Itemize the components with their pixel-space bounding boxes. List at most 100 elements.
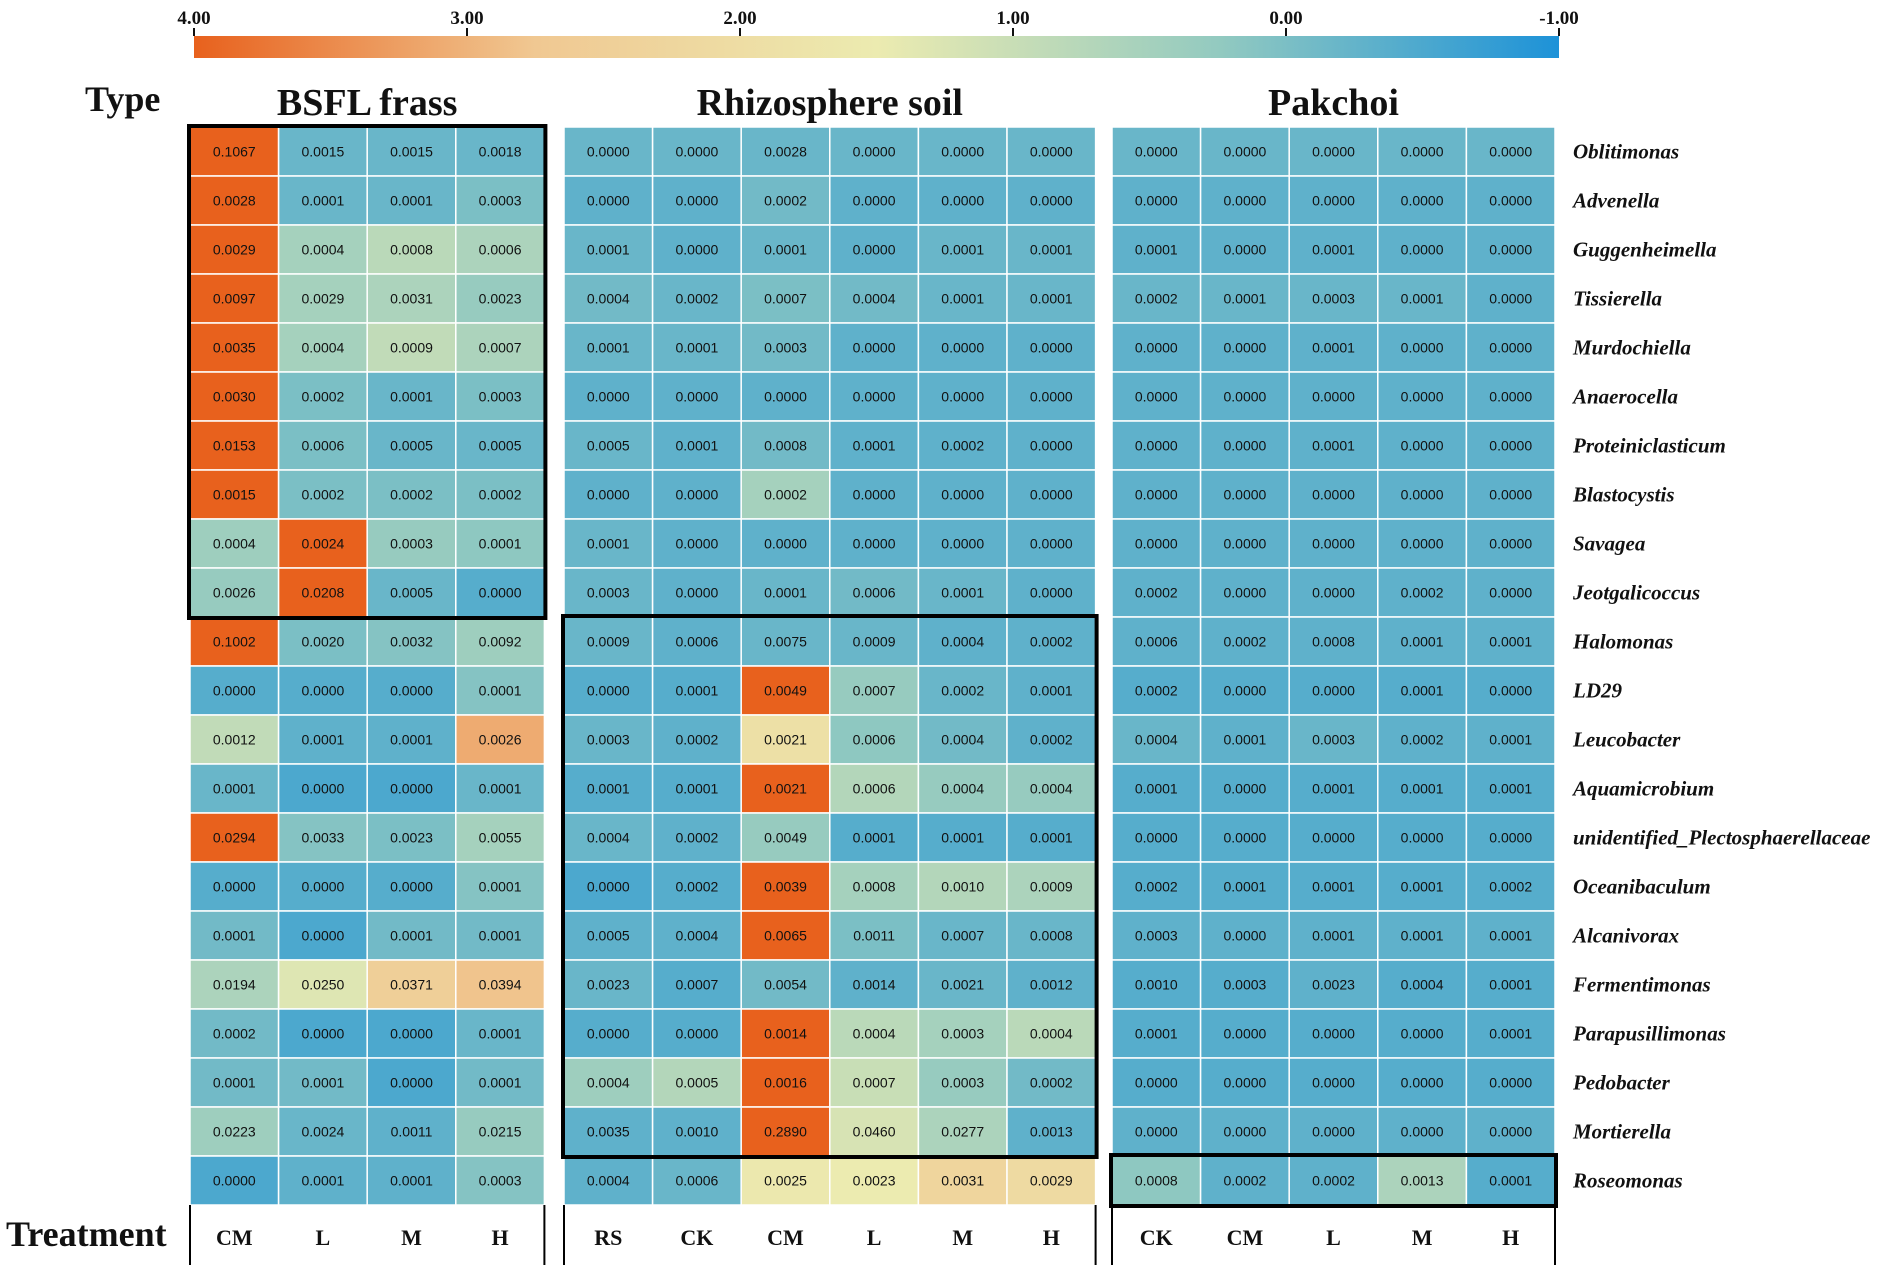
cell-value: 0.0006 (301, 438, 344, 454)
cell-value: 0.0033 (301, 830, 344, 846)
heatmap-cell (277, 224, 368, 275)
heatmap-cell (1288, 273, 1379, 324)
cell-value: 0.0002 (479, 487, 522, 503)
row-label: Oblitimonas (1573, 140, 1679, 164)
heatmap-cell (829, 175, 920, 226)
cell-value: 0.0000 (213, 1173, 256, 1189)
cell-value: 0.0001 (213, 928, 256, 944)
cell-value: 0.0001 (941, 242, 984, 258)
row-label: Fermentimonas (1572, 973, 1711, 997)
cell-value: 0.0001 (1223, 732, 1266, 748)
heatmap-cell (277, 861, 368, 912)
heatmap-cell (917, 322, 1008, 373)
cell-value: 0.0015 (213, 487, 256, 503)
colorbar-bar (194, 36, 1559, 58)
column-label: CM (216, 1225, 253, 1250)
heatmap-cell (1465, 1057, 1556, 1108)
cell-value: 0.0007 (853, 1075, 896, 1091)
cell-value: 0.0001 (587, 340, 630, 356)
cell-value: 0.0004 (941, 634, 984, 650)
cell-value: 0.0000 (853, 536, 896, 552)
cell-value: 0.0006 (853, 732, 896, 748)
cell-value: 0.0000 (764, 536, 807, 552)
row-label: Mortierella (1572, 1120, 1671, 1144)
heatmap-cell (829, 469, 920, 520)
heatmap-cell (1006, 665, 1097, 716)
heatmap-cell (1199, 959, 1290, 1010)
cell-value: 0.0000 (1223, 830, 1266, 846)
heatmap-cell (917, 959, 1008, 1010)
cell-value: 0.1002 (213, 634, 256, 650)
heatmap-cell (651, 371, 742, 422)
row-label: Tissierella (1573, 287, 1662, 311)
cell-value: 0.0001 (1401, 928, 1444, 944)
heatmap-cell (277, 812, 368, 863)
cell-value: 0.0000 (1223, 1075, 1266, 1091)
heatmap-cell (277, 322, 368, 373)
heatmap-cell (1288, 175, 1379, 226)
heatmap-cell (455, 1155, 546, 1206)
row-label: LD29 (1572, 679, 1622, 703)
cell-value: 0.0023 (1312, 977, 1355, 993)
cell-value: 0.0024 (301, 536, 344, 552)
heatmap-cell (1377, 861, 1468, 912)
heatmap-cell (277, 175, 368, 226)
cell-value: 0.0001 (764, 585, 807, 601)
row-label: unidentified_Plectosphaerellaceae (1573, 826, 1870, 850)
heatmap-cell (277, 273, 368, 324)
heatmap-cell (455, 518, 546, 569)
row-label: Aquamicrobium (1571, 777, 1714, 801)
cell-value: 0.0215 (479, 1124, 522, 1140)
cell-value: 0.0000 (1489, 340, 1532, 356)
cell-value: 0.0008 (1135, 1173, 1178, 1189)
heatmap-cell (366, 763, 457, 814)
cell-value: 0.0000 (1030, 340, 1073, 356)
cell-value: 0.0001 (853, 830, 896, 846)
cell-value: 0.0000 (390, 781, 433, 797)
cell-value: 0.0007 (853, 683, 896, 699)
heatmap-cell (1111, 469, 1202, 520)
cell-value: 0.0000 (1135, 389, 1178, 405)
cell-value: 0.0006 (853, 781, 896, 797)
cell-value: 0.0000 (853, 242, 896, 258)
heatmap-cell (1006, 714, 1097, 765)
heatmap-cell (917, 518, 1008, 569)
cell-value: 0.0001 (390, 389, 433, 405)
heatmap-cell (1465, 322, 1556, 373)
cell-value: 0.0153 (213, 438, 256, 454)
cell-value: 0.0001 (1223, 291, 1266, 307)
cell-value: 0.0001 (1312, 242, 1355, 258)
cell-value: 0.0001 (1489, 1173, 1532, 1189)
heatmap-cell (829, 273, 920, 324)
cell-value: 0.0000 (1401, 389, 1444, 405)
heatmap-cell (1465, 861, 1556, 912)
cell-value: 0.0002 (1135, 683, 1178, 699)
row-label: Murdochiella (1572, 336, 1691, 360)
cell-value: 0.0014 (853, 977, 896, 993)
heatmap-cell (1111, 910, 1202, 961)
cell-value: 0.0000 (1030, 438, 1073, 454)
heatmap-cell (189, 322, 280, 373)
heatmap-cell (1199, 616, 1290, 667)
cell-value: 0.0000 (1223, 585, 1266, 601)
cell-value: 0.0000 (1401, 144, 1444, 160)
panel: Pakchoi 0.0000 0.0000 0.0000 0.0000 0.0000 0.0… (1109, 82, 1558, 1265)
cell-value: 0.0008 (390, 242, 433, 258)
cell-value: 0.0001 (1030, 242, 1073, 258)
heatmap-cell (366, 371, 457, 422)
row-label: Blastocystis (1572, 483, 1675, 507)
heatmap-cell (829, 714, 920, 765)
cell-value: 0.0028 (213, 193, 256, 209)
cell-value: 0.1067 (213, 144, 256, 160)
cell-value: 0.0004 (587, 291, 630, 307)
heatmap-cell (1111, 371, 1202, 422)
cell-value: 0.0001 (1312, 879, 1355, 895)
cell-value: 0.0194 (213, 977, 256, 993)
cell-value: 0.0021 (764, 732, 807, 748)
cell-value: 0.0021 (941, 977, 984, 993)
cell-value: 0.0031 (941, 1173, 984, 1189)
cell-value: 0.0001 (479, 879, 522, 895)
cell-value: 0.0001 (675, 438, 718, 454)
heatmap-cell (1006, 273, 1097, 324)
